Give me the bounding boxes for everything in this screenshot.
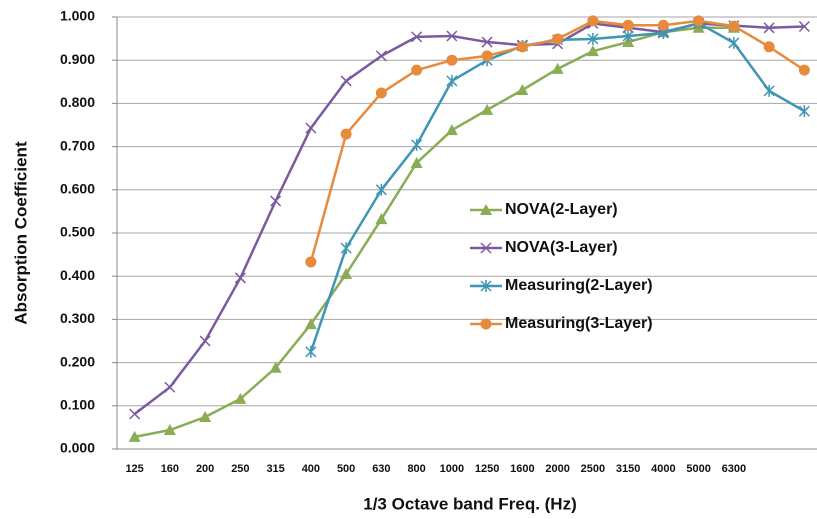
y-tick-label: 0.600 bbox=[60, 181, 95, 197]
legend-marker bbox=[480, 242, 492, 254]
y-tick-label: 0.800 bbox=[60, 94, 95, 110]
x-tick-label: 5000 bbox=[686, 463, 710, 475]
marker bbox=[340, 75, 352, 87]
marker bbox=[199, 335, 211, 347]
marker bbox=[305, 345, 317, 358]
marker bbox=[375, 50, 387, 62]
marker bbox=[199, 411, 212, 423]
x-tick-label: 400 bbox=[302, 463, 320, 475]
marker bbox=[128, 430, 141, 442]
marker bbox=[446, 30, 458, 42]
marker bbox=[163, 423, 176, 435]
x-tick-label: 630 bbox=[372, 463, 390, 475]
marker bbox=[657, 19, 669, 31]
marker bbox=[798, 105, 810, 118]
marker bbox=[587, 15, 599, 27]
x-axis-label: 1/3 Octave band Freq. (Hz) bbox=[363, 494, 577, 513]
marker bbox=[269, 361, 282, 373]
marker bbox=[763, 84, 775, 97]
marker bbox=[446, 74, 458, 87]
y-tick-label: 1.000 bbox=[60, 8, 95, 24]
marker bbox=[305, 256, 317, 268]
x-tick-label: 6300 bbox=[722, 463, 746, 475]
series-line bbox=[134, 26, 734, 439]
marker bbox=[728, 36, 740, 49]
marker bbox=[763, 41, 775, 53]
y-tick-label: 0.300 bbox=[60, 310, 95, 326]
marker bbox=[304, 318, 317, 330]
marker bbox=[375, 213, 388, 225]
marker bbox=[446, 54, 458, 66]
marker bbox=[164, 381, 176, 393]
marker bbox=[481, 103, 494, 115]
marker bbox=[411, 64, 423, 76]
marker bbox=[516, 41, 528, 53]
y-tick-label: 0.200 bbox=[60, 353, 95, 369]
y-tick-label: 0.000 bbox=[60, 440, 95, 456]
x-tick-label: 125 bbox=[125, 463, 143, 475]
y-axis-label: Absorption Coefficient bbox=[11, 141, 30, 325]
marker bbox=[481, 36, 493, 48]
marker bbox=[763, 22, 775, 34]
marker bbox=[129, 408, 141, 420]
legend-marker bbox=[480, 318, 492, 330]
marker bbox=[622, 30, 634, 43]
marker bbox=[481, 50, 493, 62]
x-tick-label: 1250 bbox=[475, 463, 499, 475]
x-tick-label: 160 bbox=[161, 463, 179, 475]
marker bbox=[234, 392, 247, 404]
x-tick-label: 1000 bbox=[440, 463, 464, 475]
x-tick-label: 4000 bbox=[651, 463, 675, 475]
marker bbox=[410, 157, 423, 169]
marker bbox=[234, 272, 246, 284]
series-line bbox=[309, 19, 806, 263]
legend-marker bbox=[480, 280, 492, 292]
x-tick-label: 500 bbox=[337, 463, 355, 475]
y-tick-label: 0.100 bbox=[60, 397, 95, 413]
marker bbox=[445, 124, 458, 136]
x-tick-label: 315 bbox=[266, 463, 284, 475]
x-tick-label: 250 bbox=[231, 463, 249, 475]
series-line bbox=[133, 22, 805, 416]
y-tick-label: 0.500 bbox=[60, 224, 95, 240]
marker bbox=[375, 183, 387, 196]
marker bbox=[586, 45, 599, 57]
marker bbox=[375, 87, 387, 99]
legend-marker bbox=[480, 204, 492, 215]
marker bbox=[798, 64, 810, 76]
marker bbox=[340, 268, 353, 280]
x-tick-label: 200 bbox=[196, 463, 214, 475]
x-tick-label: 1600 bbox=[510, 463, 534, 475]
y-tick-label: 0.700 bbox=[60, 137, 95, 153]
x-tick-label: 2500 bbox=[581, 463, 605, 475]
marker bbox=[411, 138, 423, 151]
marker bbox=[516, 84, 529, 96]
marker bbox=[622, 19, 634, 31]
legend-label: Measuring(3-Layer) bbox=[505, 315, 653, 332]
legend-label: NOVA(3-Layer) bbox=[505, 239, 618, 256]
marker bbox=[305, 122, 317, 134]
marker bbox=[340, 242, 352, 255]
x-tick-label: 2000 bbox=[545, 463, 569, 475]
marker bbox=[411, 31, 423, 43]
y-tick-label: 0.900 bbox=[60, 51, 95, 67]
marker bbox=[587, 33, 599, 46]
marker bbox=[552, 33, 564, 45]
marker bbox=[340, 128, 352, 140]
legend-label: NOVA(2-Layer) bbox=[505, 201, 618, 218]
marker bbox=[270, 195, 282, 207]
marker bbox=[728, 20, 740, 32]
legend-label: Measuring(2-Layer) bbox=[505, 277, 653, 294]
y-tick-label: 0.400 bbox=[60, 267, 95, 283]
x-tick-label: 800 bbox=[407, 463, 425, 475]
marker bbox=[693, 15, 705, 27]
marker bbox=[798, 20, 810, 33]
marker bbox=[551, 62, 564, 74]
x-tick-label: 3150 bbox=[616, 463, 640, 475]
